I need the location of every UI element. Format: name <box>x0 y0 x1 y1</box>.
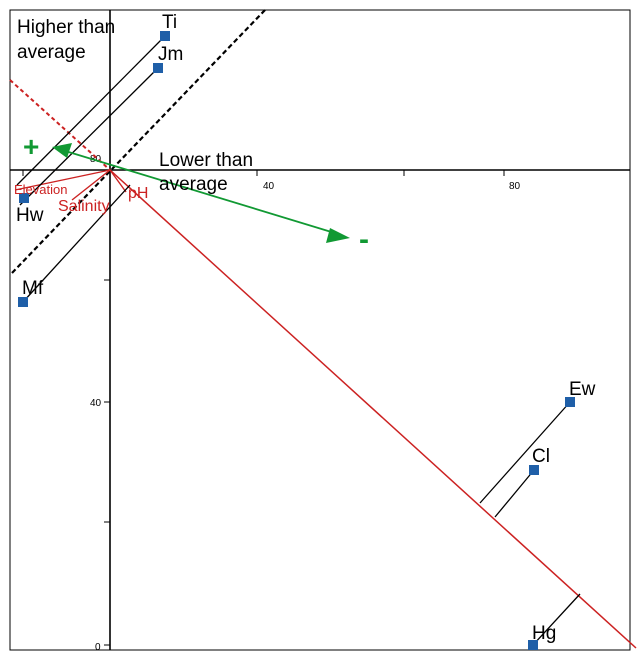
variable-label-ph: pH <box>128 185 148 202</box>
green-gradient-line <box>61 149 339 235</box>
lower-than-average-line2: average <box>159 174 228 195</box>
hg-projection <box>532 593 581 646</box>
green-arrowhead-right-icon <box>326 228 350 243</box>
red-dashed-line <box>9 79 111 171</box>
x-tick-label-80: 80 <box>509 181 521 192</box>
site-marker-mf <box>18 297 28 307</box>
lower-than-average-line1: Lower than <box>159 150 253 171</box>
plot-frame <box>9 9 631 651</box>
site-marker-cl <box>529 465 539 475</box>
jm-projection <box>19 67 159 206</box>
salinity-vector <box>71 169 111 201</box>
site-label-ew: Ew <box>569 379 596 400</box>
site-label-mf: Mf <box>22 278 44 299</box>
site-label-hg: Hg <box>532 623 556 644</box>
variable-label-elevation: Elevation <box>14 182 67 197</box>
mf-projection <box>22 184 131 303</box>
site-label-jm: Jm <box>158 44 183 65</box>
site-label-ti: Ti <box>162 12 177 33</box>
ti-projection <box>16 35 166 186</box>
upper-dashed-boundary <box>11 9 266 274</box>
y-tick-label-0: 0 <box>95 642 101 652</box>
site-marker-hg <box>528 640 538 650</box>
ew-projection <box>479 401 571 504</box>
minus-sign: - <box>359 223 369 256</box>
ph-vector <box>109 169 127 193</box>
site-marker-ti <box>160 31 170 41</box>
plus-sign: + <box>23 131 39 162</box>
variable-label-salinity: Salinity <box>58 198 110 215</box>
red-axis-line <box>109 169 637 649</box>
higher-than-average-line2: average <box>17 42 86 63</box>
site-marker-ew <box>565 397 575 407</box>
green-arrowhead-left-icon <box>52 143 72 158</box>
site-marker-hw <box>19 193 29 203</box>
site-label-hw: Hw <box>16 205 44 226</box>
x-tick-label-40: 40 <box>263 181 275 192</box>
site-label-cl: Cl <box>532 446 550 467</box>
elevation-vector <box>14 169 111 191</box>
site-marker-jm <box>153 63 163 73</box>
y-tick-label-40: 40 <box>90 398 102 409</box>
cl-projection <box>494 469 535 518</box>
higher-than-average-line1: Higher than <box>17 17 115 38</box>
